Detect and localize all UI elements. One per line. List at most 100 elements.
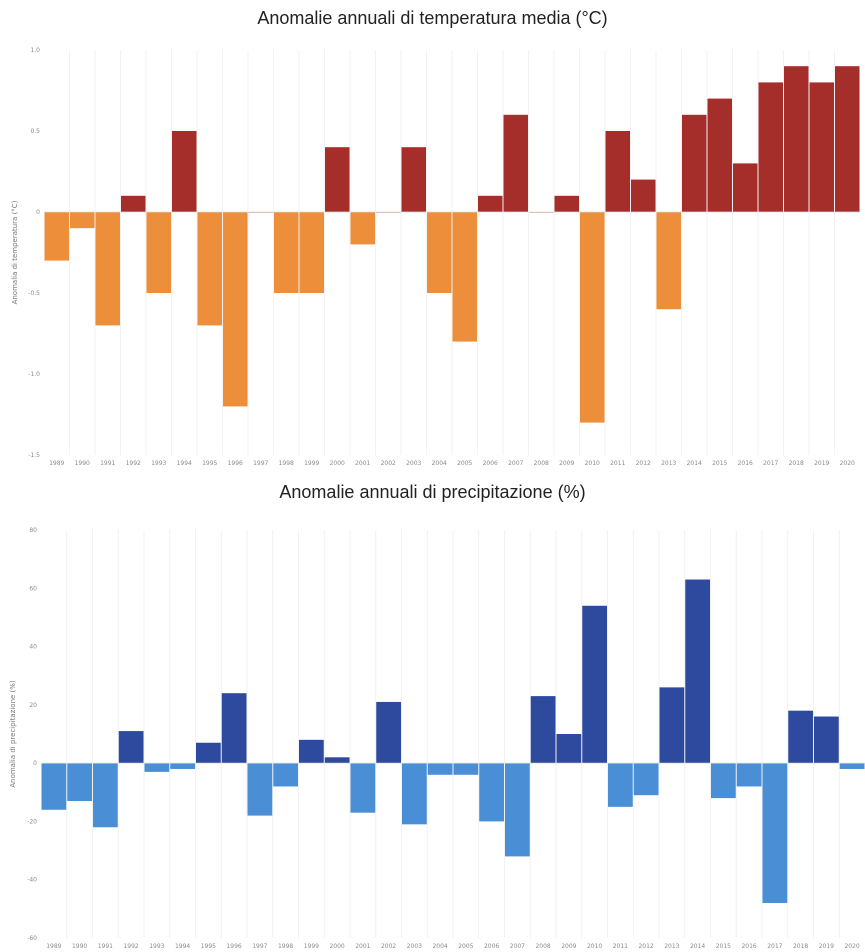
precipitation-bar-1995 [196,742,221,764]
precipitation-bar-2014 [685,579,710,764]
temperature-bar-2006 [478,195,503,212]
precipitation-x-tick-label: 2002 [381,943,396,950]
precipitation-x-tick-label: 1995 [201,943,216,950]
precipitation-y-tick-label: 80 [29,527,37,534]
precipitation-bar-2010 [582,605,607,764]
precipitation-bar-1996 [221,693,247,764]
precipitation-y-tick-label: -60 [27,935,37,942]
temperature-bar-2014 [682,114,707,212]
precipitation-x-tick-label: 2008 [535,943,550,950]
precipitation-bar-1997 [247,763,273,816]
precipitation-bar-2006 [479,763,504,822]
temperature-x-tick-label: 1997 [253,460,268,467]
temperature-bar-1998 [274,212,299,293]
temperature-bar-2016 [733,163,758,212]
precipitation-y-tick-label: -20 [27,818,37,825]
temperature-x-tick-label: 2004 [432,460,447,467]
precipitation-x-tick-label: 2017 [767,943,782,950]
precipitation-x-tick-label: 2011 [613,943,628,950]
temperature-bar-2020 [835,66,860,212]
precipitation-y-tick-label: 60 [29,585,37,592]
precipitation-bar-2017 [762,763,788,904]
temperature-bar-2012 [631,179,656,212]
precipitation-x-tick-label: 2004 [432,943,447,950]
temperature-x-tick-label: 1994 [177,460,192,467]
precipitation-bar-2000 [324,757,350,764]
temperature-bar-1993 [146,212,171,293]
temperature-y-axis-label: Anomalia di temperatura (°C) [11,200,19,304]
precipitation-bar-1999 [299,739,324,764]
temperature-x-tick-label: 2005 [457,460,472,467]
temperature-bar-2007 [503,114,528,212]
temperature-x-tick-label: 1995 [202,460,217,467]
temperature-bar-2001 [350,212,375,245]
precipitation-x-tick-label: 2000 [329,943,344,950]
temperature-bar-2010 [580,212,605,423]
precipitation-x-tick-label: 2015 [716,943,731,950]
temperature-x-tick-label: 2011 [610,460,625,467]
precipitation-y-tick-label: 20 [29,702,37,709]
temperature-x-tick-label: 2003 [406,460,421,467]
precipitation-bar-2001 [350,763,376,813]
precipitation-x-tick-label: 2019 [819,943,834,950]
precipitation-y-tick-label: 40 [29,644,37,651]
temperature-y-tick-label: -1.0 [28,371,40,378]
precipitation-bar-1998 [273,763,298,787]
temperature-y-tick-label: -0.5 [28,290,40,297]
temperature-x-tick-label: 1993 [151,460,166,467]
precipitation-x-tick-label: 1994 [175,943,190,950]
precipitation-bar-2018 [788,710,813,764]
precipitation-bar-2015 [711,763,736,799]
temperature-y-tick-label: 1.0 [30,47,40,54]
temperature-chart: 1.0 0.5 0 -0.5 -1.0 -1.5 1989 1990 1991 1992 1993 1… [11,47,860,467]
temperature-bar-2015 [707,98,732,212]
precipitation-y-axis-label: Anomalia di precipitazione (%) [9,680,17,788]
precipitation-x-tick-label: 2003 [407,943,422,950]
precipitation-bar-2002 [376,701,401,764]
precipitation-bar-2013 [659,687,685,764]
temperature-bar-2013 [656,212,681,310]
precipitation-bar-2016 [736,763,762,787]
temperature-x-tick-label: 2015 [712,460,727,467]
precipitation-x-tick-label: 2009 [561,943,576,950]
temperature-bar-1991 [95,212,120,326]
precipitation-bar-2008 [530,696,556,764]
temperature-bar-1990 [70,212,95,229]
temperature-x-tick-label: 2016 [738,460,753,467]
temperature-x-tick-label: 1999 [304,460,319,467]
temperature-x-tick-label: 2019 [814,460,829,467]
temperature-x-tick-label: 1991 [100,460,115,467]
precipitation-x-tick-label: 2013 [664,943,679,950]
precipitation-bar-1993 [144,763,170,772]
temperature-bar-2018 [784,66,809,212]
temperature-x-tick-label: 2006 [483,460,498,467]
precipitation-bar-2012 [633,763,659,796]
precipitation-x-tick-label: 2014 [690,943,705,950]
temperature-x-tick-label: 2017 [763,460,778,467]
temperature-x-tick-label: 2010 [585,460,600,467]
temperature-bar-1989 [44,212,69,261]
precipitation-bar-2005 [453,763,479,775]
temperature-chart-title: Anomalie annuali di temperatura media (°… [257,8,608,28]
temperature-bar-1996 [223,212,248,407]
temperature-x-tick-label: 2008 [534,460,549,467]
precipitation-bar-2007 [505,763,530,857]
precipitation-bar-1992 [118,731,144,764]
temperature-bar-1994 [172,131,197,212]
precipitation-bar-2019 [814,716,839,764]
precipitation-x-tick-label: 1996 [226,943,241,950]
temperature-bar-2005 [452,212,477,342]
temperature-x-tick-label: 1998 [279,460,294,467]
temperature-bar-2000 [325,147,350,212]
temperature-y-tick-label: 0.5 [30,128,40,135]
temperature-bar-1999 [299,212,324,293]
precipitation-y-tick-label: 0 [33,760,37,767]
temperature-x-tick-label: 1992 [126,460,141,467]
temperature-x-tick-label: 1996 [228,460,243,467]
precipitation-x-tick-label: 2020 [844,943,859,950]
temperature-y-tick-label: -1.5 [28,452,40,459]
precipitation-chart: 80 60 40 20 0 -20 -40 -60 1989 1990 1991 1992 1993 19… [9,527,865,950]
precipitation-x-tick-label: 1997 [252,943,267,950]
temperature-x-tick-label: 1989 [49,460,64,467]
precipitation-chart-title: Anomalie annuali di precipitazione (%) [279,482,586,502]
